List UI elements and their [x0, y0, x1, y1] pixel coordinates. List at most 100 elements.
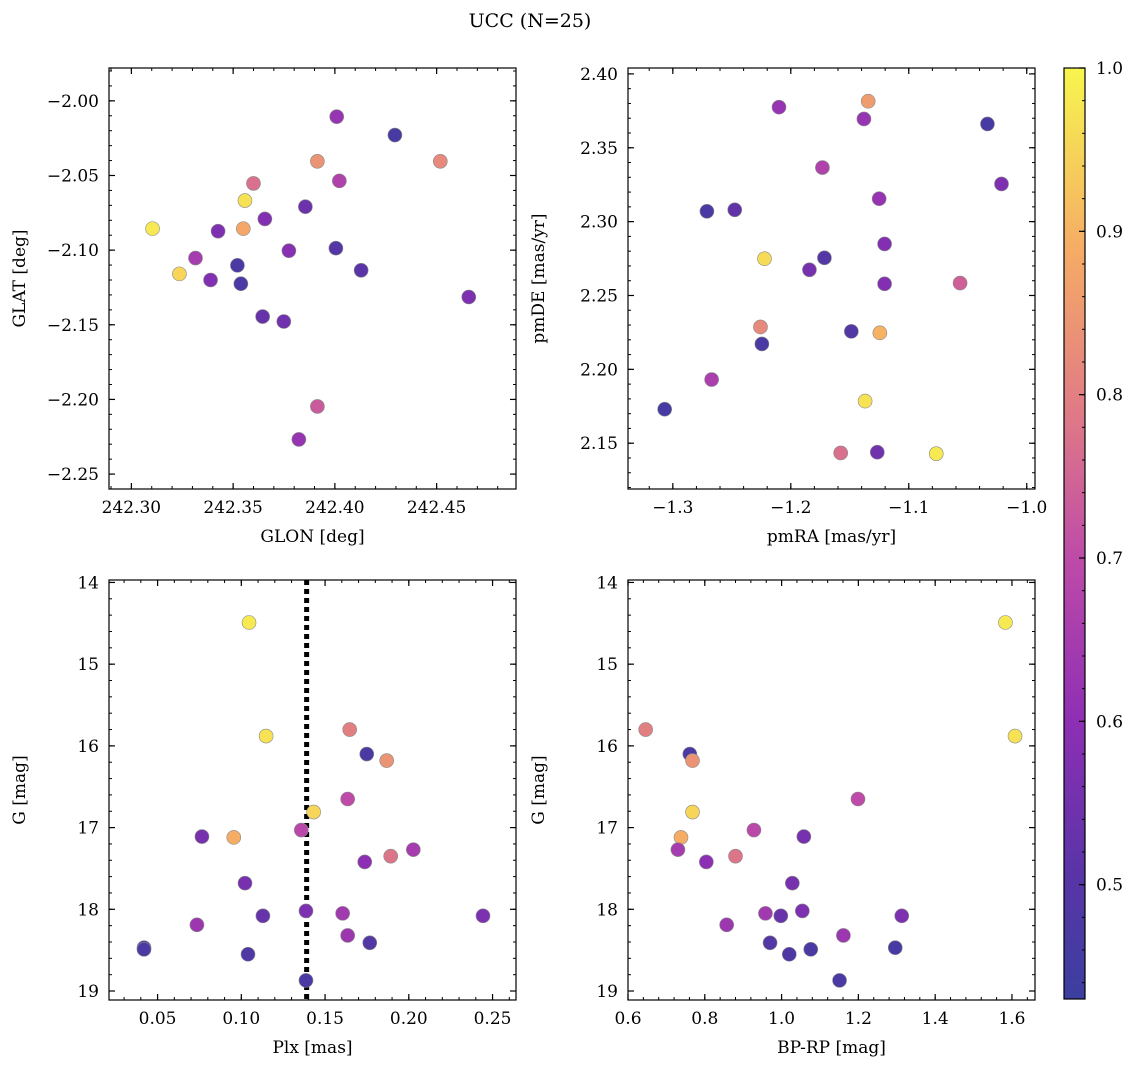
data-point	[293, 822, 309, 838]
x-tick-label: 242.30	[102, 498, 161, 518]
colorbar-tick-label: 0.5	[1096, 876, 1123, 896]
data-point	[699, 203, 715, 219]
data-point	[762, 935, 778, 951]
data-point	[670, 842, 686, 857]
data-point	[335, 906, 350, 921]
data-point	[306, 804, 321, 820]
colorbar-tick-label: 1.0	[1096, 59, 1123, 79]
x-tick-label: 1.4	[922, 1009, 949, 1029]
data-point	[871, 191, 887, 207]
data-point	[210, 223, 226, 239]
data-point	[754, 336, 770, 352]
data-point	[928, 446, 944, 461]
y-tick-label: 17	[77, 819, 99, 839]
y-tick-label: 14	[77, 573, 99, 593]
y-axis-label: GLAT [deg]	[10, 229, 30, 327]
data-point	[379, 753, 394, 768]
data-point	[803, 942, 819, 957]
data-point	[328, 240, 344, 256]
data-point	[998, 615, 1013, 630]
data-point	[719, 917, 734, 933]
x-tick-label: 0.10	[222, 1009, 260, 1029]
data-point	[461, 289, 477, 305]
data-point	[856, 111, 872, 127]
data-point	[246, 176, 261, 191]
data-point	[255, 908, 271, 924]
data-point	[353, 262, 369, 278]
data-point	[329, 109, 345, 124]
data-point	[952, 275, 968, 291]
data-point	[685, 753, 700, 768]
x-tick-label: −1.3	[652, 498, 693, 518]
data-point	[657, 401, 672, 417]
data-point	[758, 906, 773, 921]
data-point	[796, 829, 812, 844]
plot-frame	[627, 579, 1036, 1001]
panel-2: −1.3 −1.2 −1.1 −1.0 2.15 2.20 2.25 2.30 2.35 2.40…	[529, 65, 1047, 547]
data-point	[844, 324, 859, 339]
data-point	[145, 221, 160, 236]
figure-title: UCC (N=25)	[469, 10, 592, 32]
data-point	[894, 908, 910, 924]
x-tick-label: 242.35	[203, 498, 262, 518]
data-point	[699, 854, 714, 870]
y-tick-label: 15	[596, 655, 618, 675]
x-tick-label: 0.8	[691, 1009, 718, 1029]
data-point	[994, 176, 1009, 192]
colorbar-gradient	[1064, 68, 1085, 999]
data-point	[869, 444, 885, 460]
data-point	[230, 258, 245, 273]
data-point	[189, 917, 205, 933]
data-point	[241, 615, 257, 630]
x-axis-label: Plx [mas]	[272, 1038, 352, 1058]
data-point	[795, 903, 810, 919]
data-point	[833, 445, 849, 461]
data-point	[310, 399, 325, 414]
colorbar: 0.5 0.6 0.7 0.8 0.9 1.0	[1063, 59, 1123, 1000]
y-tick-label: 2.15	[580, 434, 618, 454]
data-point	[340, 791, 355, 807]
x-tick-label: 0.15	[306, 1009, 344, 1029]
data-point	[753, 319, 768, 335]
x-tick-label: 0.05	[139, 1009, 177, 1029]
panel-4: 0.6 0.8 1.0 1.2 1.4 1.6 14 15 16 17 18 19 BP-RP [mag…	[529, 573, 1036, 1058]
x-tick-label: 242.45	[407, 498, 466, 518]
x-tick-label: 0.25	[474, 1009, 512, 1029]
data-point	[310, 154, 325, 169]
y-tick-label: 14	[596, 573, 618, 593]
data-point	[785, 875, 800, 891]
data-point	[258, 728, 274, 744]
data-point	[685, 804, 700, 820]
data-point	[872, 325, 888, 341]
colorbar-tick-label: 0.7	[1096, 549, 1123, 569]
y-tick-label: −2.00	[47, 92, 99, 112]
y-tick-label: 19	[596, 982, 618, 1002]
data-point	[357, 854, 373, 870]
y-tick-label: 18	[596, 900, 618, 920]
x-tick-label: −1.1	[888, 498, 929, 518]
colorbar-tick-label: 0.8	[1096, 386, 1123, 406]
data-point	[342, 722, 357, 737]
data-point	[860, 93, 876, 109]
y-tick-label: −2.25	[47, 465, 99, 485]
colorbar-ticks: 0.5 0.6 0.7 0.8 0.9 1.0	[1079, 59, 1123, 984]
x-tick-label: 242.40	[305, 498, 364, 518]
x-axis-label: BP-RP [mag]	[777, 1038, 886, 1058]
data-point	[832, 973, 847, 988]
data-point	[136, 942, 152, 957]
data-point	[817, 250, 832, 266]
plot-frame	[108, 579, 517, 1001]
data-point	[237, 875, 253, 891]
data-point	[298, 199, 313, 214]
data-point	[802, 262, 817, 278]
colorbar-tick-label: 0.9	[1096, 222, 1123, 242]
plot-frame	[627, 67, 1036, 490]
data-point	[340, 928, 355, 943]
data-point	[298, 973, 314, 988]
data-point	[773, 908, 789, 924]
data-point	[815, 160, 830, 175]
plot-frame	[108, 67, 517, 490]
data-point	[236, 221, 251, 236]
y-tick-label: −2.15	[47, 316, 99, 336]
data-point	[291, 432, 307, 447]
